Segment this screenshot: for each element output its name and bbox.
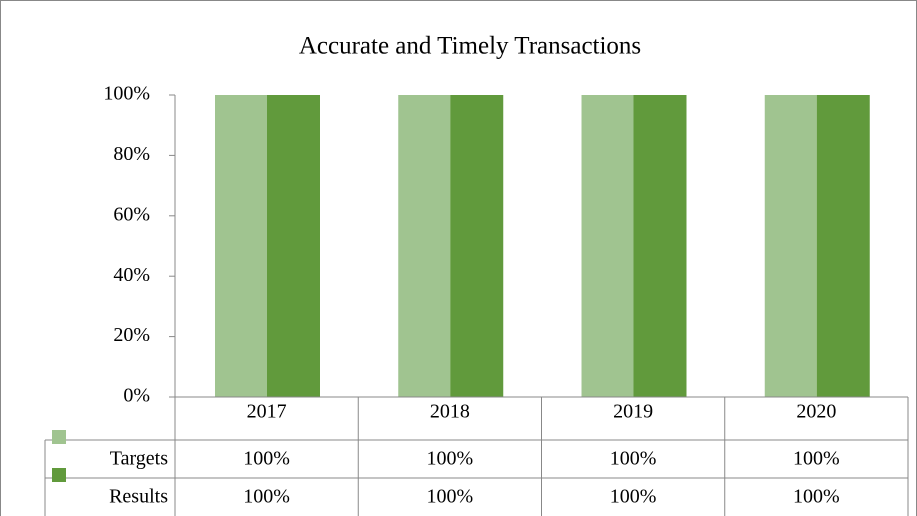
bar (633, 95, 687, 397)
table-value: 100% (793, 486, 840, 508)
legend-swatch (52, 430, 66, 444)
table-value: 100% (427, 486, 474, 508)
chart-title: Accurate and Timely Transactions (299, 33, 641, 60)
x-tick-label: 2018 (430, 401, 470, 423)
y-tick-label: 0% (123, 385, 150, 407)
bar (398, 95, 451, 397)
x-tick-label: 2020 (796, 401, 836, 423)
legend-label: Targets (110, 448, 168, 470)
bar (816, 95, 870, 397)
table-value: 100% (610, 448, 657, 470)
legend-label: Results (109, 486, 168, 508)
bar (267, 95, 320, 397)
table-value: 100% (243, 486, 290, 508)
table-value: 100% (427, 448, 474, 470)
y-tick-label: 80% (113, 143, 150, 165)
y-tick-label: 60% (113, 203, 150, 225)
legend-swatch (52, 468, 66, 482)
x-tick-label: 2019 (613, 401, 653, 423)
y-tick-label: 20% (113, 324, 150, 346)
y-tick-label: 40% (113, 264, 150, 286)
table-value: 100% (243, 448, 290, 470)
x-tick-label: 2017 (247, 401, 287, 423)
bar (764, 95, 817, 397)
table-value: 100% (610, 486, 657, 508)
table-value: 100% (793, 448, 840, 470)
y-tick-label: 100% (103, 83, 150, 105)
bar (450, 95, 504, 397)
bar (215, 95, 267, 397)
bar (581, 95, 634, 397)
